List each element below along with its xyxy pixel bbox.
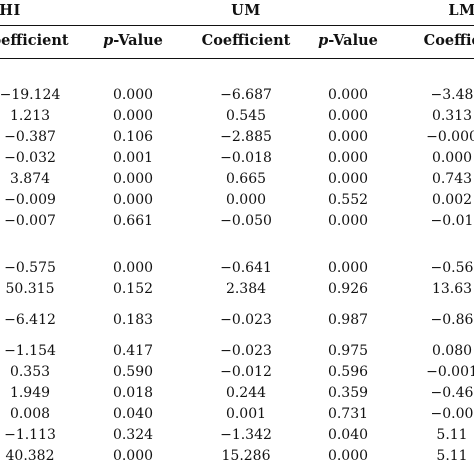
table-cell: 0.313 bbox=[431, 108, 473, 124]
table-cell: 5.11 bbox=[436, 427, 468, 443]
table-cell: 0.000 bbox=[112, 192, 154, 208]
column-header-rule bbox=[0, 58, 474, 59]
column-header-label: -Value bbox=[113, 32, 163, 49]
column-header: oefficient bbox=[0, 32, 69, 49]
table-cell: 0.590 bbox=[112, 364, 154, 380]
table-cell: 0.731 bbox=[327, 406, 369, 422]
group-header-hi: HI bbox=[0, 2, 21, 19]
table-cell: 0.417 bbox=[112, 343, 154, 359]
table-cell: 0.545 bbox=[225, 108, 267, 124]
table-cell: 0.359 bbox=[327, 385, 369, 401]
table-cell: −1.113 bbox=[4, 427, 56, 443]
table-cell: −1.342 bbox=[220, 427, 272, 443]
table-cell: 0.001 bbox=[112, 150, 154, 166]
table-cell: 0.743 bbox=[431, 171, 473, 187]
column-header-label: Coeffic bbox=[423, 32, 474, 49]
table-cell: −0.56 bbox=[430, 260, 474, 276]
table-cell: −2.885 bbox=[220, 129, 272, 145]
table-cell: 0.000 bbox=[327, 171, 369, 187]
table-cell: 0.000 bbox=[327, 87, 369, 103]
table-cell: 0.001 bbox=[225, 406, 267, 422]
table-cell: 0.000 bbox=[112, 260, 154, 276]
table-cell: −6.687 bbox=[220, 87, 272, 103]
table-cell: 0.000 bbox=[327, 129, 369, 145]
table-cell: 0.353 bbox=[9, 364, 51, 380]
table-cell: −0.01 bbox=[430, 213, 474, 229]
table-cell: 0.008 bbox=[9, 406, 51, 422]
table-cell: 0.000 bbox=[327, 108, 369, 124]
column-header: p-Value bbox=[103, 32, 163, 49]
table-cell: 2.384 bbox=[225, 281, 267, 297]
table-cell: 0.080 bbox=[431, 343, 473, 359]
table-cell: 0.661 bbox=[112, 213, 154, 229]
table-cell: 0.552 bbox=[327, 192, 369, 208]
table-cell: 0.183 bbox=[112, 312, 154, 328]
table-cell: 3.874 bbox=[9, 171, 51, 187]
table-cell: 0.000 bbox=[225, 192, 267, 208]
column-header: Coeffic bbox=[423, 32, 474, 49]
table-cell: 5.11 bbox=[436, 448, 468, 464]
table-cell: −0.032 bbox=[4, 150, 56, 166]
table-cell: −19.124 bbox=[0, 87, 61, 103]
table-cell: −0.86 bbox=[430, 312, 474, 328]
table-cell: −0.023 bbox=[220, 343, 272, 359]
table-cell: 0.000 bbox=[431, 150, 473, 166]
column-header: Coefficient bbox=[201, 32, 291, 49]
table-cell: 0.324 bbox=[112, 427, 154, 443]
group-header-um: UM bbox=[231, 2, 261, 19]
table-cell: 0.000 bbox=[327, 448, 369, 464]
column-header: p-Value bbox=[318, 32, 378, 49]
table-cell: −0.46 bbox=[430, 385, 474, 401]
table-cell: −0.023 bbox=[220, 312, 272, 328]
table-cell: −0.018 bbox=[220, 150, 272, 166]
table-cell: −0.001 bbox=[426, 364, 474, 380]
p-symbol: p bbox=[103, 32, 114, 49]
table-cell: −0.641 bbox=[220, 260, 272, 276]
column-header-label: Coefficient bbox=[201, 32, 291, 49]
table-cell: 0.987 bbox=[327, 312, 369, 328]
table-cell: 50.315 bbox=[5, 281, 55, 297]
table-cell: 0.000 bbox=[112, 448, 154, 464]
table-cell: 0.040 bbox=[327, 427, 369, 443]
group-header-rule bbox=[0, 25, 474, 26]
table-cell: 0.106 bbox=[112, 129, 154, 145]
table-cell: 0.975 bbox=[327, 343, 369, 359]
table-cell: 1.949 bbox=[9, 385, 51, 401]
table-cell: 0.000 bbox=[112, 87, 154, 103]
table-cell: −3.48 bbox=[430, 87, 474, 103]
table-cell: 15.286 bbox=[221, 448, 271, 464]
table-cell: −0.012 bbox=[220, 364, 272, 380]
table-cell: −0.575 bbox=[4, 260, 56, 276]
table-cell: 0.018 bbox=[112, 385, 154, 401]
table-cell: 1.213 bbox=[9, 108, 51, 124]
table-cell: 0.000 bbox=[327, 150, 369, 166]
table-cell: −0.007 bbox=[4, 213, 56, 229]
table-cell: −0.009 bbox=[4, 192, 56, 208]
table-cell: 0.665 bbox=[225, 171, 267, 187]
table-cell: −0.050 bbox=[220, 213, 272, 229]
table-cell: −0.000 bbox=[426, 129, 474, 145]
table-cell: 0.152 bbox=[112, 281, 154, 297]
table-cell: 0.244 bbox=[225, 385, 267, 401]
group-header-lm: LM bbox=[448, 2, 474, 19]
table-cell: 0.000 bbox=[112, 171, 154, 187]
table-cell: 40.382 bbox=[5, 448, 55, 464]
table-cell: 0.040 bbox=[112, 406, 154, 422]
table-cell: 0.000 bbox=[112, 108, 154, 124]
table-cell: −6.412 bbox=[4, 312, 56, 328]
table-cell: 0.000 bbox=[327, 260, 369, 276]
p-symbol: p bbox=[318, 32, 329, 49]
table-cell: −0.00 bbox=[430, 406, 474, 422]
column-header-label: -Value bbox=[328, 32, 378, 49]
table-cell: 0.596 bbox=[327, 364, 369, 380]
table-cell: 0.000 bbox=[327, 213, 369, 229]
column-header-label: oefficient bbox=[0, 32, 69, 49]
table-cell: 0.002 bbox=[431, 192, 473, 208]
table-cell: −0.387 bbox=[4, 129, 56, 145]
table-cell: −1.154 bbox=[4, 343, 56, 359]
table-cell: 13.63 bbox=[431, 281, 473, 297]
table-cell: 0.926 bbox=[327, 281, 369, 297]
